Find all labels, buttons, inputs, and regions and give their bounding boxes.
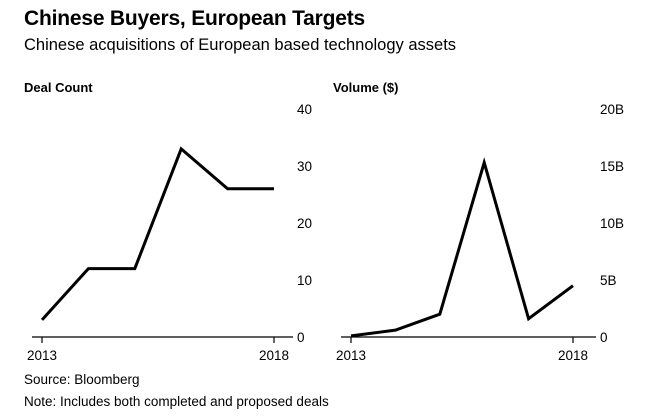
deal-count-x-tick-label: 2013 xyxy=(27,348,57,363)
deal-count-y-tick-label: 30 xyxy=(297,159,312,174)
chart-title: Chinese Buyers, European Targets xyxy=(24,7,365,30)
deal-count-x-tick-label: 2018 xyxy=(259,348,289,363)
volume-x-tick-label: 2013 xyxy=(336,348,366,363)
volume-x-tick-label: 2018 xyxy=(558,348,588,363)
deal-count-y-tick-label: 0 xyxy=(297,330,305,345)
chart-subtitle: Chinese acquisitions of European based t… xyxy=(24,36,457,54)
footnote: Note: Includes both completed and propos… xyxy=(24,394,329,409)
volume-panel-title: Volume ($) xyxy=(333,80,399,95)
volume-y-tick-label: 0 xyxy=(600,330,608,345)
deal-count-series-line xyxy=(40,146,274,321)
volume-chart: 0 5B 10B 15B 20B 2013 2018 xyxy=(336,102,624,363)
volume-y-tick-label: 10B xyxy=(600,216,624,231)
volume-y-tick-label: 5B xyxy=(600,273,617,288)
volume-series-line xyxy=(350,157,574,338)
deal-count-y-tick-label: 20 xyxy=(297,216,312,231)
source-note: Source: Bloomberg xyxy=(24,372,140,387)
deal-count-chart: 0 10 20 30 40 2013 2018 xyxy=(27,102,312,363)
deal-count-y-tick-label: 40 xyxy=(297,102,312,117)
deal-count-y-tick-label: 10 xyxy=(297,273,312,288)
deal-count-panel-title: Deal Count xyxy=(24,80,93,95)
volume-y-tick-label: 20B xyxy=(600,102,624,117)
volume-y-tick-label: 15B xyxy=(600,159,624,174)
